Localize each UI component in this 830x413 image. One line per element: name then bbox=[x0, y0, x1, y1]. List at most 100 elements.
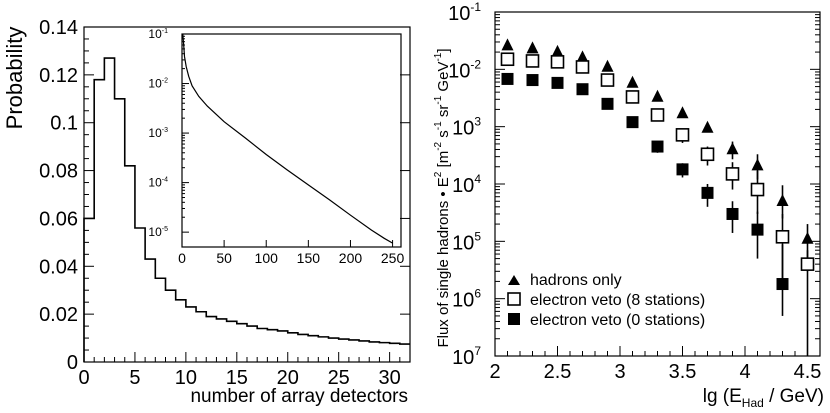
legend-open-square-marker bbox=[507, 292, 521, 306]
triangle-marker bbox=[551, 44, 564, 57]
triangle-marker bbox=[751, 158, 764, 171]
inset-x-tick-label: 250 bbox=[381, 250, 405, 266]
filled-square-marker bbox=[726, 207, 739, 220]
triangle-marker bbox=[526, 41, 539, 54]
left-y-tick-label: 0.14 bbox=[39, 17, 78, 39]
filled-square-marker bbox=[651, 140, 664, 153]
left-x-tick-label: 25 bbox=[328, 367, 350, 389]
filled-square-marker bbox=[526, 74, 539, 87]
legend: hadrons only electron veto (8 stations) … bbox=[507, 272, 705, 329]
open-square-marker bbox=[800, 257, 815, 271]
left-y-axis-label: Probability bbox=[2, 27, 27, 130]
right-y-ticks: 107 106 105 104 103 10-2 10-1 bbox=[448, 0, 820, 369]
right-x-ticks: 2 2.5 3 3.5 4 4.5 bbox=[489, 346, 821, 383]
right-y-tick-label: 10-2 bbox=[448, 57, 481, 82]
inset-y-tick-label: 10-2 bbox=[148, 77, 168, 91]
right-y-tick-label: 103 bbox=[452, 115, 481, 140]
right-x-tick-label: 4 bbox=[739, 361, 750, 383]
right-flux-panel: 107 106 105 104 103 10-2 10-1 2 2.5 3 3.5 4 4.5 Flu… bbox=[433, 0, 824, 410]
triangle-marker bbox=[676, 106, 689, 119]
triangle-marker bbox=[801, 231, 814, 244]
inset-distribution-line bbox=[182, 33, 393, 244]
inset-y-ticks: 10-5 10-4 10-3 10-2 10-1 bbox=[148, 27, 189, 239]
left-x-tick-label: 10 bbox=[175, 367, 197, 389]
left-y-ticks: 0 0.02 0.04 0.06 0.08 0.1 0.12 0.14 bbox=[39, 17, 410, 374]
triangle-marker bbox=[601, 59, 614, 72]
triangle-marker bbox=[776, 194, 789, 207]
open-square-marker bbox=[500, 52, 515, 67]
left-x-tick-label: 0 bbox=[78, 367, 89, 389]
triangle-marker bbox=[701, 120, 714, 133]
filled-square-marker bbox=[601, 97, 614, 110]
filled-square-marker bbox=[701, 186, 714, 199]
filled-square-marker bbox=[551, 76, 564, 89]
open-square-marker bbox=[550, 55, 565, 69]
right-y-axis-label: Flux of single hadrons • E2 [m-2 s-1 sr-… bbox=[433, 48, 452, 347]
right-x-tick-label: 4.5 bbox=[794, 361, 822, 383]
inset-x-tick-label: 0 bbox=[178, 250, 186, 266]
triangle-marker bbox=[726, 142, 739, 155]
open-square-marker bbox=[525, 54, 540, 68]
series-open-square bbox=[500, 52, 815, 356]
left-y-tick-label: 0.1 bbox=[50, 113, 78, 135]
filled-square-marker bbox=[501, 72, 514, 85]
right-y-tick-label: 10-1 bbox=[448, 0, 481, 25]
triangle-marker bbox=[626, 75, 639, 88]
open-square-marker bbox=[675, 128, 690, 142]
left-y-tick-label: 0 bbox=[67, 352, 78, 374]
filled-square-marker bbox=[576, 83, 589, 96]
right-data-series bbox=[500, 38, 815, 356]
inset-y-tick-label: 10-4 bbox=[148, 176, 168, 190]
inset-x-ticks: 0 50 100 150 200 250 bbox=[178, 240, 404, 266]
legend-label: electron veto (0 stations) bbox=[530, 312, 705, 329]
right-x-tick-label: 2.5 bbox=[544, 361, 572, 383]
right-y-tick-label: 107 bbox=[452, 344, 481, 369]
left-histogram-panel: 0 0.02 0.04 0.06 0.08 0.1 0.12 0.14 0 5 10 15 20 25 3… bbox=[2, 17, 411, 407]
histogram-line bbox=[83, 57, 410, 362]
right-x-tick-label: 3 bbox=[614, 361, 625, 383]
inset-x-tick-label: 50 bbox=[216, 250, 232, 266]
triangle-marker bbox=[501, 38, 514, 51]
inset-x-tick-label: 150 bbox=[297, 250, 321, 266]
legend-label: electron veto (8 stations) bbox=[530, 292, 705, 309]
right-y-tick-label: 106 bbox=[452, 287, 481, 312]
filled-square-marker bbox=[776, 278, 789, 291]
open-square-marker bbox=[750, 182, 765, 197]
left-plot-frame bbox=[83, 26, 411, 363]
open-square-marker bbox=[775, 229, 790, 244]
left-y-tick-label: 0.02 bbox=[39, 304, 78, 326]
inset-y-tick-label: 10-1 bbox=[148, 27, 168, 41]
filled-square-marker bbox=[676, 163, 689, 176]
inset-plot-frame bbox=[181, 33, 402, 248]
left-x-tick-label: 15 bbox=[226, 367, 248, 389]
legend-entry-hadrons-only: hadrons only bbox=[508, 272, 622, 289]
right-x-tick-label: 3.5 bbox=[669, 361, 697, 383]
left-x-ticks: 0 5 10 15 20 25 30 bbox=[78, 352, 411, 389]
left-y-tick-label: 0.04 bbox=[39, 256, 78, 278]
legend-entry-electron-veto-0: electron veto (0 stations) bbox=[508, 312, 705, 329]
open-square-marker bbox=[650, 108, 665, 122]
legend-triangle-marker bbox=[508, 275, 520, 285]
open-square-marker bbox=[625, 90, 640, 104]
left-x-tick-label: 30 bbox=[379, 367, 401, 389]
inset-y-tick-label: 10-3 bbox=[148, 126, 168, 140]
left-x-tick-label: 20 bbox=[277, 367, 299, 389]
left-y-tick-label: 0.08 bbox=[39, 161, 78, 183]
left-y-tick-label: 0.06 bbox=[39, 208, 78, 230]
inset-x-tick-label: 100 bbox=[255, 250, 279, 266]
left-x-tick-label: 5 bbox=[129, 367, 140, 389]
right-y-tick-label: 105 bbox=[452, 229, 481, 254]
right-x-axis-label: lg (EHad / GeV) bbox=[703, 386, 824, 410]
left-y-tick-label: 0.12 bbox=[39, 65, 78, 87]
legend-label: hadrons only bbox=[530, 272, 622, 289]
right-y-tick-label: 104 bbox=[452, 172, 481, 197]
open-square-marker bbox=[700, 147, 715, 162]
filled-square-marker bbox=[626, 116, 639, 129]
left-x-axis-label: number of array detectors bbox=[190, 386, 408, 407]
inset-y-tick-label: 10-5 bbox=[148, 225, 168, 239]
open-square-marker bbox=[575, 60, 590, 74]
triangle-marker bbox=[576, 50, 589, 63]
inset-log-plot: 10-5 10-4 10-3 10-2 10-1 0 50 100 150 200 250 bbox=[148, 27, 404, 266]
right-x-tick-label: 2 bbox=[489, 361, 500, 383]
